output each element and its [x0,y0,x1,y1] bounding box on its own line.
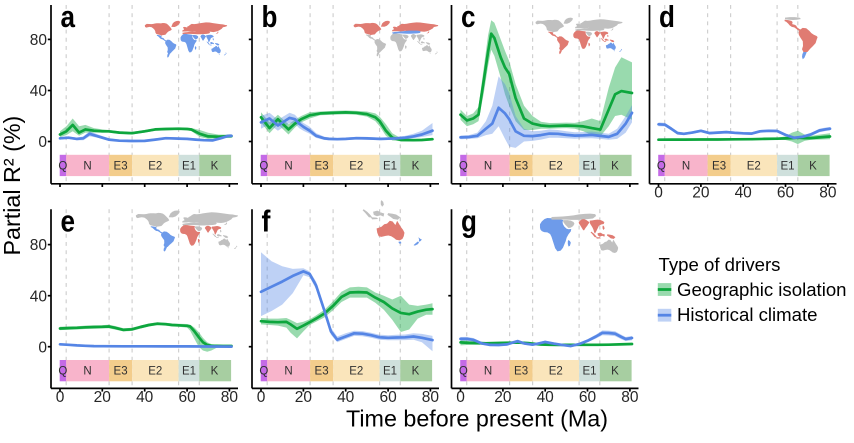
svg-text:E3: E3 [514,160,528,172]
svg-text:40: 40 [30,83,48,100]
svg-text:40: 40 [337,389,355,406]
svg-text:Q: Q [259,366,268,378]
svg-text:0: 0 [456,389,465,406]
svg-text:Partial R² (%): Partial R² (%) [0,116,25,256]
svg-text:20: 20 [692,185,710,202]
svg-text:E3: E3 [514,366,528,378]
svg-text:60: 60 [579,389,597,406]
svg-text:Q: Q [58,366,67,378]
svg-text:c: c [461,0,476,34]
svg-text:d: d [659,0,675,34]
svg-text:K: K [412,160,420,172]
svg-text:N: N [83,366,91,378]
svg-text:20: 20 [94,389,112,406]
svg-text:80: 80 [621,389,639,406]
svg-text:0: 0 [38,134,47,151]
svg-text:K: K [611,366,619,378]
svg-text:K: K [809,160,817,172]
svg-text:0: 0 [257,389,266,406]
svg-text:40: 40 [136,389,154,406]
svg-text:N: N [484,160,492,172]
svg-text:80: 80 [221,389,239,406]
svg-text:N: N [484,366,492,378]
svg-text:E2: E2 [148,366,162,378]
svg-text:Geographic isolation: Geographic isolation [677,279,847,300]
svg-text:E2: E2 [349,366,363,378]
svg-text:K: K [611,160,619,172]
svg-text:80: 80 [819,185,837,202]
svg-text:N: N [284,160,292,172]
svg-text:Q: Q [259,160,268,172]
svg-text:Q: Q [459,160,468,172]
svg-text:40: 40 [30,288,48,305]
svg-text:E1: E1 [182,160,196,172]
svg-text:E3: E3 [114,366,128,378]
svg-text:80: 80 [30,237,48,254]
svg-text:Historical climate: Historical climate [677,304,818,325]
svg-text:E1: E1 [383,366,397,378]
svg-text:E2: E2 [549,160,563,172]
svg-text:e: e [61,203,76,238]
svg-text:b: b [262,0,278,34]
svg-text:E2: E2 [349,160,363,172]
svg-text:E3: E3 [114,160,128,172]
svg-text:f: f [262,203,271,238]
svg-text:0: 0 [654,185,663,202]
svg-text:g: g [461,203,477,238]
svg-text:a: a [61,0,76,34]
svg-text:E1: E1 [383,160,397,172]
svg-text:E2: E2 [747,160,761,172]
svg-text:0: 0 [56,389,65,406]
svg-text:E2: E2 [549,366,563,378]
svg-text:K: K [412,366,420,378]
svg-text:K: K [211,366,219,378]
svg-text:E3: E3 [315,160,329,172]
svg-text:K: K [211,160,219,172]
svg-text:Type of drivers: Type of drivers [659,254,781,275]
svg-text:Q: Q [459,366,468,378]
svg-text:20: 20 [494,389,512,406]
svg-text:E2: E2 [148,160,162,172]
svg-text:E3: E3 [712,160,726,172]
svg-text:80: 80 [30,32,48,49]
svg-text:N: N [284,366,292,378]
svg-text:0: 0 [38,339,47,356]
svg-text:E3: E3 [315,366,329,378]
svg-text:40: 40 [735,185,753,202]
svg-text:E1: E1 [182,366,196,378]
svg-text:Q: Q [58,160,67,172]
svg-text:80: 80 [422,389,440,406]
svg-text:60: 60 [379,389,397,406]
svg-text:E1: E1 [582,160,596,172]
svg-text:N: N [682,160,690,172]
svg-text:E1: E1 [582,366,596,378]
svg-text:40: 40 [537,389,555,406]
svg-text:60: 60 [777,185,795,202]
svg-text:N: N [83,160,91,172]
svg-text:Time before present (Ma): Time before present (Ma) [346,406,608,432]
svg-text:20: 20 [295,389,313,406]
svg-text:60: 60 [178,389,196,406]
svg-text:Q: Q [657,160,666,172]
svg-text:E1: E1 [780,160,794,172]
